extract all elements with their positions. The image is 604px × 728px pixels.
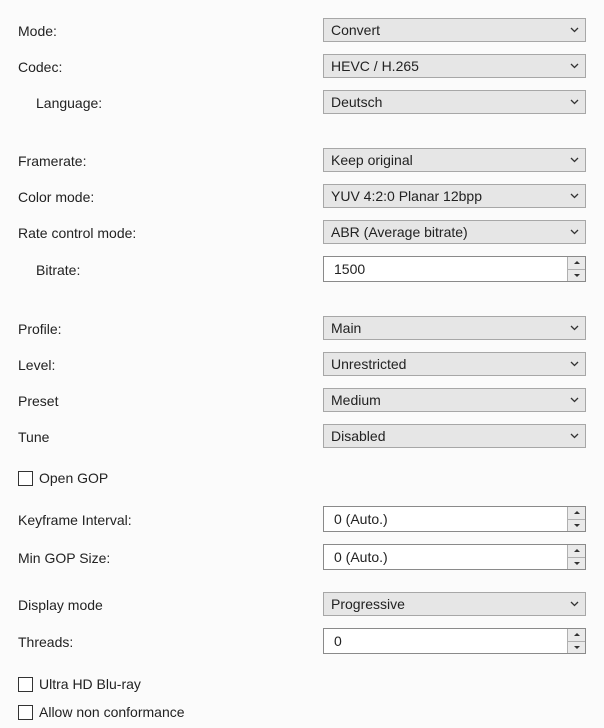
- input-keyframe[interactable]: 0 (Auto.): [323, 506, 586, 532]
- spin-up-button[interactable]: [568, 545, 585, 558]
- select-profile[interactable]: Main: [323, 316, 586, 340]
- check-row-opengop: Open GOP: [18, 470, 586, 486]
- label-keyframe: Keyframe Interval:: [18, 511, 323, 528]
- spinner-buttons: [567, 257, 585, 281]
- label-preset: Preset: [18, 392, 323, 409]
- select-tune-value: Disabled: [331, 428, 385, 444]
- row-profile: Profile: Main: [18, 316, 586, 340]
- chevron-down-icon: [569, 191, 579, 201]
- label-profile: Profile:: [18, 320, 323, 337]
- checkbox-opengop-label: Open GOP: [39, 470, 108, 486]
- label-codec: Codec:: [18, 58, 323, 75]
- label-framerate: Framerate:: [18, 152, 323, 169]
- label-tune: Tune: [18, 428, 323, 445]
- spinner-buttons: [567, 545, 585, 569]
- spin-up-button[interactable]: [568, 629, 585, 642]
- checkbox-opengop[interactable]: [18, 471, 33, 486]
- select-ratectrl[interactable]: ABR (Average bitrate): [323, 220, 586, 244]
- chevron-down-icon: [569, 155, 579, 165]
- input-mingop[interactable]: 0 (Auto.): [323, 544, 586, 570]
- checkbox-nonconf[interactable]: [18, 705, 33, 720]
- row-level: Level: Unrestricted: [18, 352, 586, 376]
- label-bitrate: Bitrate:: [18, 261, 323, 278]
- check-row-nonconf: Allow non conformance: [18, 704, 586, 720]
- chevron-down-icon: [569, 97, 579, 107]
- select-framerate[interactable]: Keep original: [323, 148, 586, 172]
- chevron-down-icon: [569, 431, 579, 441]
- select-mode-value: Convert: [331, 22, 380, 38]
- select-ratectrl-value: ABR (Average bitrate): [331, 224, 468, 240]
- spin-down-button[interactable]: [568, 642, 585, 654]
- input-bitrate-value: 1500: [334, 261, 365, 277]
- select-colormode[interactable]: YUV 4:2:0 Planar 12bpp: [323, 184, 586, 208]
- select-tune[interactable]: Disabled: [323, 424, 586, 448]
- chevron-down-icon: [569, 323, 579, 333]
- checkbox-nonconf-label: Allow non conformance: [39, 704, 185, 720]
- row-mode: Mode: Convert: [18, 18, 586, 42]
- row-language: Language: Deutsch: [18, 90, 586, 114]
- row-codec: Codec: HEVC / H.265: [18, 54, 586, 78]
- label-ratectrl: Rate control mode:: [18, 224, 323, 241]
- row-colormode: Color mode: YUV 4:2:0 Planar 12bpp: [18, 184, 586, 208]
- label-language: Language:: [18, 94, 323, 111]
- spin-down-button[interactable]: [568, 520, 585, 532]
- select-preset-value: Medium: [331, 392, 381, 408]
- chevron-down-icon: [569, 61, 579, 71]
- spin-down-button[interactable]: [568, 270, 585, 282]
- checkbox-uhd-label: Ultra HD Blu-ray: [39, 676, 141, 692]
- row-preset: Preset Medium: [18, 388, 586, 412]
- select-framerate-value: Keep original: [331, 152, 413, 168]
- label-mode: Mode:: [18, 22, 323, 39]
- chevron-down-icon: [569, 395, 579, 405]
- row-mingop: Min GOP Size: 0 (Auto.): [18, 544, 586, 570]
- checkbox-uhd[interactable]: [18, 677, 33, 692]
- label-level: Level:: [18, 356, 323, 373]
- input-bitrate[interactable]: 1500: [323, 256, 586, 282]
- spinner-buttons: [567, 507, 585, 531]
- input-threads-value: 0: [334, 633, 342, 649]
- label-threads: Threads:: [18, 633, 323, 650]
- select-display-value: Progressive: [331, 596, 405, 612]
- select-preset[interactable]: Medium: [323, 388, 586, 412]
- select-display[interactable]: Progressive: [323, 592, 586, 616]
- select-codec-value: HEVC / H.265: [331, 58, 419, 74]
- input-keyframe-value: 0 (Auto.): [334, 511, 388, 527]
- row-threads: Threads: 0: [18, 628, 586, 654]
- row-keyframe: Keyframe Interval: 0 (Auto.): [18, 506, 586, 532]
- select-mode[interactable]: Convert: [323, 18, 586, 42]
- select-level-value: Unrestricted: [331, 356, 406, 372]
- row-ratectrl: Rate control mode: ABR (Average bitrate): [18, 220, 586, 244]
- chevron-down-icon: [569, 25, 579, 35]
- label-mingop: Min GOP Size:: [18, 549, 323, 566]
- select-language-value: Deutsch: [331, 94, 382, 110]
- select-colormode-value: YUV 4:2:0 Planar 12bpp: [331, 188, 482, 204]
- spin-up-button[interactable]: [568, 507, 585, 520]
- select-level[interactable]: Unrestricted: [323, 352, 586, 376]
- chevron-down-icon: [569, 599, 579, 609]
- spin-up-button[interactable]: [568, 257, 585, 270]
- row-tune: Tune Disabled: [18, 424, 586, 448]
- row-bitrate: Bitrate: 1500: [18, 256, 586, 282]
- input-mingop-value: 0 (Auto.): [334, 549, 388, 565]
- label-colormode: Color mode:: [18, 188, 323, 205]
- chevron-down-icon: [569, 359, 579, 369]
- input-threads[interactable]: 0: [323, 628, 586, 654]
- select-profile-value: Main: [331, 320, 361, 336]
- select-language[interactable]: Deutsch: [323, 90, 586, 114]
- select-codec[interactable]: HEVC / H.265: [323, 54, 586, 78]
- spinner-buttons: [567, 629, 585, 653]
- row-framerate: Framerate: Keep original: [18, 148, 586, 172]
- check-row-uhd: Ultra HD Blu-ray: [18, 676, 586, 692]
- row-display: Display mode Progressive: [18, 592, 586, 616]
- chevron-down-icon: [569, 227, 579, 237]
- spin-down-button[interactable]: [568, 558, 585, 570]
- label-display: Display mode: [18, 596, 323, 613]
